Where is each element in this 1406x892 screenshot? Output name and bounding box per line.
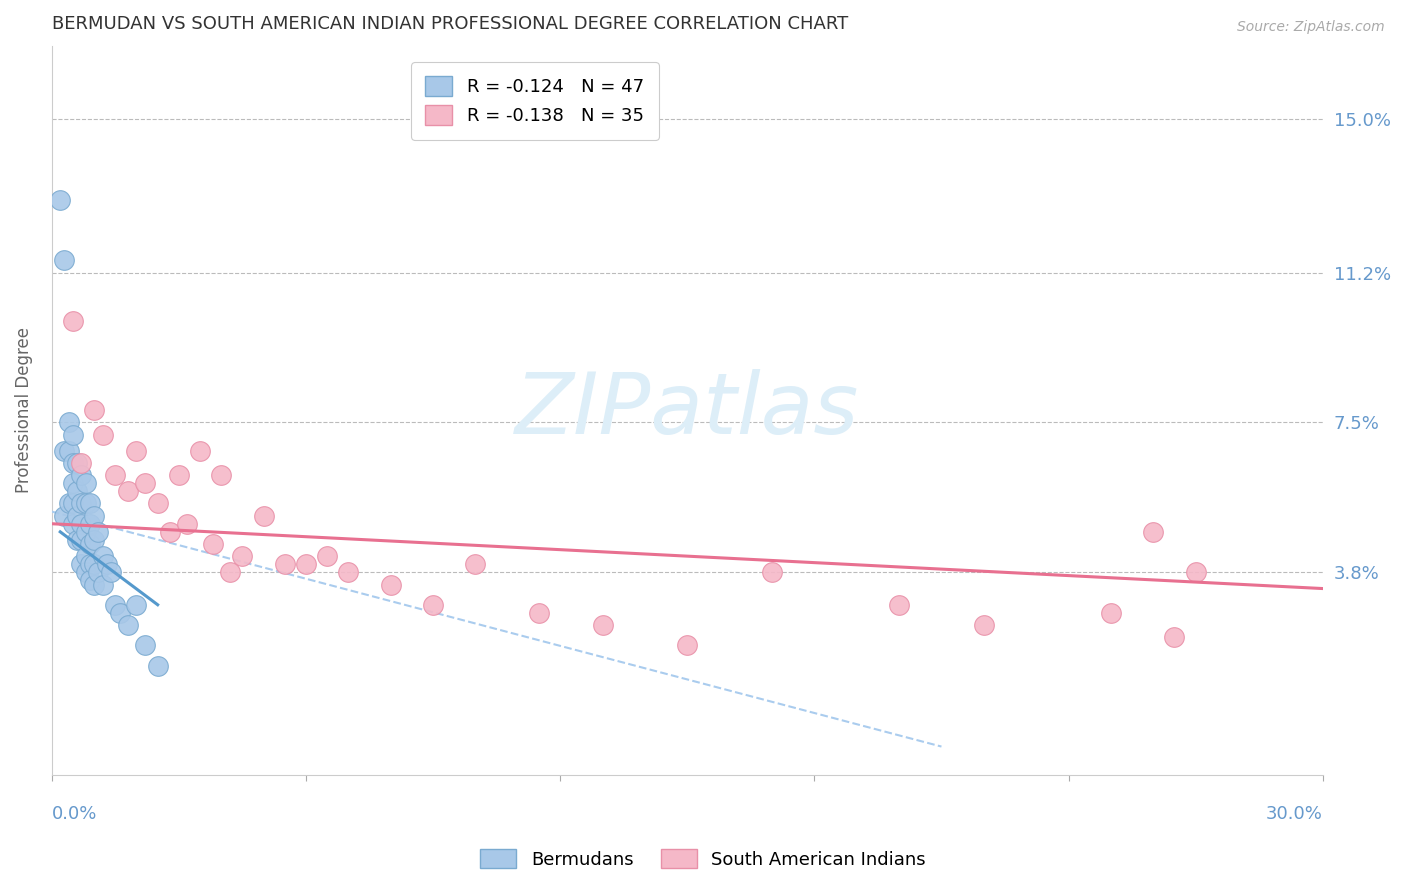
- Point: [231, 549, 253, 563]
- Point: [274, 558, 297, 572]
- Point: [91, 427, 114, 442]
- Point: [79, 558, 101, 572]
- Legend: Bermudans, South American Indians: Bermudans, South American Indians: [472, 841, 934, 876]
- Point: [62, 516, 84, 531]
- Point: [58, 443, 80, 458]
- Point: [75, 566, 97, 580]
- Point: [87, 524, 110, 539]
- Point: [66, 456, 89, 470]
- Point: [79, 537, 101, 551]
- Point: [62, 476, 84, 491]
- Point: [1163, 630, 1185, 644]
- Point: [66, 484, 89, 499]
- Point: [201, 537, 224, 551]
- Point: [146, 496, 169, 510]
- Point: [83, 403, 105, 417]
- Point: [209, 468, 232, 483]
- Point: [592, 618, 614, 632]
- Point: [70, 456, 93, 470]
- Point: [62, 456, 84, 470]
- Legend: R = -0.124   N = 47, R = -0.138   N = 35: R = -0.124 N = 47, R = -0.138 N = 35: [411, 62, 658, 140]
- Point: [62, 314, 84, 328]
- Point: [188, 443, 211, 458]
- Point: [117, 618, 139, 632]
- Point: [146, 658, 169, 673]
- Point: [218, 566, 240, 580]
- Point: [62, 496, 84, 510]
- Point: [87, 566, 110, 580]
- Point: [167, 468, 190, 483]
- Point: [104, 468, 127, 483]
- Point: [53, 253, 76, 268]
- Point: [1184, 566, 1206, 580]
- Text: Source: ZipAtlas.com: Source: ZipAtlas.com: [1237, 20, 1385, 34]
- Point: [75, 476, 97, 491]
- Point: [1099, 606, 1122, 620]
- Point: [70, 558, 93, 572]
- Point: [83, 558, 105, 572]
- Point: [676, 638, 699, 652]
- Point: [53, 443, 76, 458]
- Text: ZIPatlas: ZIPatlas: [515, 368, 859, 451]
- Point: [96, 558, 118, 572]
- Point: [75, 524, 97, 539]
- Text: 0.0%: 0.0%: [52, 805, 97, 823]
- Point: [527, 606, 550, 620]
- Point: [125, 598, 148, 612]
- Point: [75, 549, 97, 563]
- Point: [53, 508, 76, 523]
- Point: [75, 496, 97, 510]
- Point: [66, 508, 89, 523]
- Point: [104, 598, 127, 612]
- Point: [83, 533, 105, 547]
- Point: [125, 443, 148, 458]
- Point: [70, 468, 93, 483]
- Point: [62, 427, 84, 442]
- Point: [100, 566, 122, 580]
- Point: [464, 558, 486, 572]
- Point: [887, 598, 910, 612]
- Point: [49, 193, 72, 207]
- Point: [422, 598, 444, 612]
- Point: [79, 574, 101, 588]
- Point: [117, 484, 139, 499]
- Point: [1142, 524, 1164, 539]
- Point: [70, 533, 93, 547]
- Point: [973, 618, 995, 632]
- Point: [91, 577, 114, 591]
- Point: [70, 496, 93, 510]
- Point: [176, 516, 198, 531]
- Point: [83, 508, 105, 523]
- Point: [761, 566, 783, 580]
- Point: [66, 533, 89, 547]
- Point: [134, 638, 156, 652]
- Point: [91, 549, 114, 563]
- Point: [159, 524, 181, 539]
- Y-axis label: Professional Degree: Professional Degree: [15, 327, 32, 493]
- Point: [134, 476, 156, 491]
- Text: BERMUDAN VS SOUTH AMERICAN INDIAN PROFESSIONAL DEGREE CORRELATION CHART: BERMUDAN VS SOUTH AMERICAN INDIAN PROFES…: [52, 15, 848, 33]
- Point: [58, 496, 80, 510]
- Point: [380, 577, 402, 591]
- Point: [70, 516, 93, 531]
- Point: [108, 606, 131, 620]
- Point: [79, 516, 101, 531]
- Point: [316, 549, 339, 563]
- Point: [252, 508, 274, 523]
- Point: [83, 577, 105, 591]
- Point: [337, 566, 360, 580]
- Point: [58, 416, 80, 430]
- Point: [79, 496, 101, 510]
- Point: [295, 558, 318, 572]
- Text: 30.0%: 30.0%: [1265, 805, 1323, 823]
